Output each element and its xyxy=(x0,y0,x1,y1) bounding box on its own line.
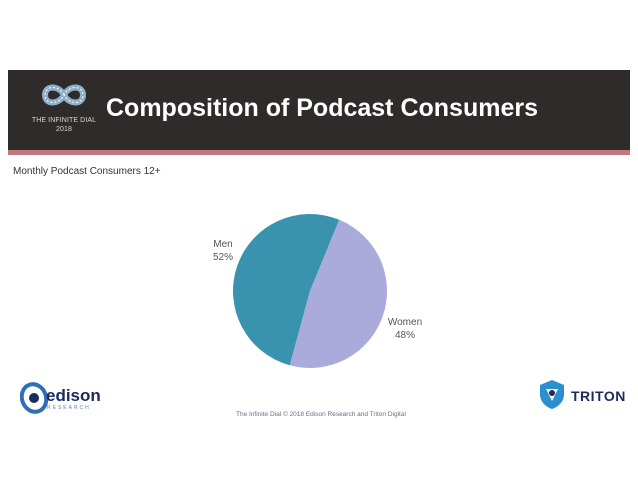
edison-e-icon xyxy=(20,382,49,414)
edison-logo: edison RESEARCH xyxy=(20,378,104,416)
infinite-dial-logo: THE INFINITE DIAL 2018 xyxy=(28,80,100,138)
header-accent-bar xyxy=(8,150,630,155)
slice-label-men: Men xyxy=(213,239,232,250)
edison-subtext: RESEARCH xyxy=(47,405,91,411)
infinity-icon xyxy=(41,84,87,106)
pie-slice-women xyxy=(289,219,388,368)
brand-line-1: THE INFINITE DIAL xyxy=(31,117,97,124)
brand-text: THE INFINITE DIAL 2018 xyxy=(28,116,100,134)
page-title: Composition of Podcast Consumers xyxy=(106,94,538,122)
edison-wordmark: edison xyxy=(46,386,101,405)
footer-credit: The Infinite Dial © 2018 Edison Research… xyxy=(236,411,406,418)
slice-value-men: 52% xyxy=(213,252,233,263)
triton-shield-icon xyxy=(540,380,564,409)
triton-logo: TRITON xyxy=(537,378,625,412)
brand-line-2: 2018 xyxy=(56,126,72,133)
pie-slice-men xyxy=(233,214,340,366)
header-bar xyxy=(8,70,630,150)
triton-wordmark: TRITON xyxy=(571,388,626,404)
slice-value-women: 48% xyxy=(395,330,415,341)
chart-subtitle: Monthly Podcast Consumers 12+ xyxy=(13,166,161,177)
slice-label-women: Women xyxy=(388,317,422,328)
